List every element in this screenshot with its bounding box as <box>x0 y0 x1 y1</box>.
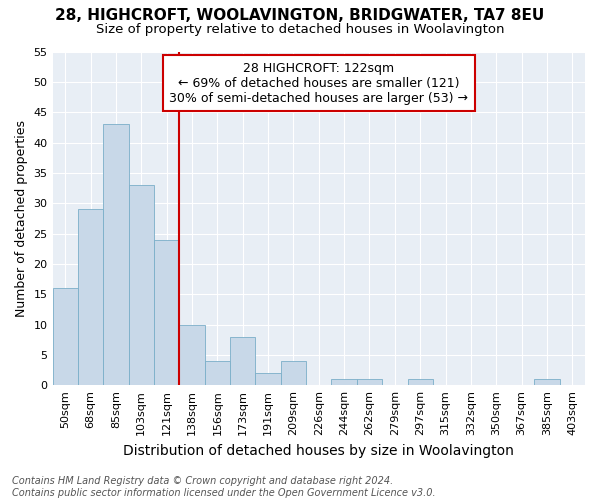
Bar <box>534 379 560 385</box>
Bar <box>179 324 205 385</box>
Bar <box>357 379 382 385</box>
Bar <box>331 379 357 385</box>
Bar <box>154 240 179 385</box>
Y-axis label: Number of detached properties: Number of detached properties <box>15 120 28 317</box>
Text: Contains HM Land Registry data © Crown copyright and database right 2024.
Contai: Contains HM Land Registry data © Crown c… <box>12 476 436 498</box>
Bar <box>281 361 306 385</box>
Bar <box>205 361 230 385</box>
Bar <box>103 124 128 385</box>
Text: 28 HIGHCROFT: 122sqm
← 69% of detached houses are smaller (121)
30% of semi-deta: 28 HIGHCROFT: 122sqm ← 69% of detached h… <box>169 62 468 104</box>
Bar <box>53 288 78 385</box>
Bar <box>78 209 103 385</box>
Bar <box>128 185 154 385</box>
Bar <box>407 379 433 385</box>
Text: 28, HIGHCROFT, WOOLAVINGTON, BRIDGWATER, TA7 8EU: 28, HIGHCROFT, WOOLAVINGTON, BRIDGWATER,… <box>55 8 545 22</box>
Bar <box>230 336 256 385</box>
Bar <box>256 373 281 385</box>
X-axis label: Distribution of detached houses by size in Woolavington: Distribution of detached houses by size … <box>124 444 514 458</box>
Text: Size of property relative to detached houses in Woolavington: Size of property relative to detached ho… <box>96 22 504 36</box>
